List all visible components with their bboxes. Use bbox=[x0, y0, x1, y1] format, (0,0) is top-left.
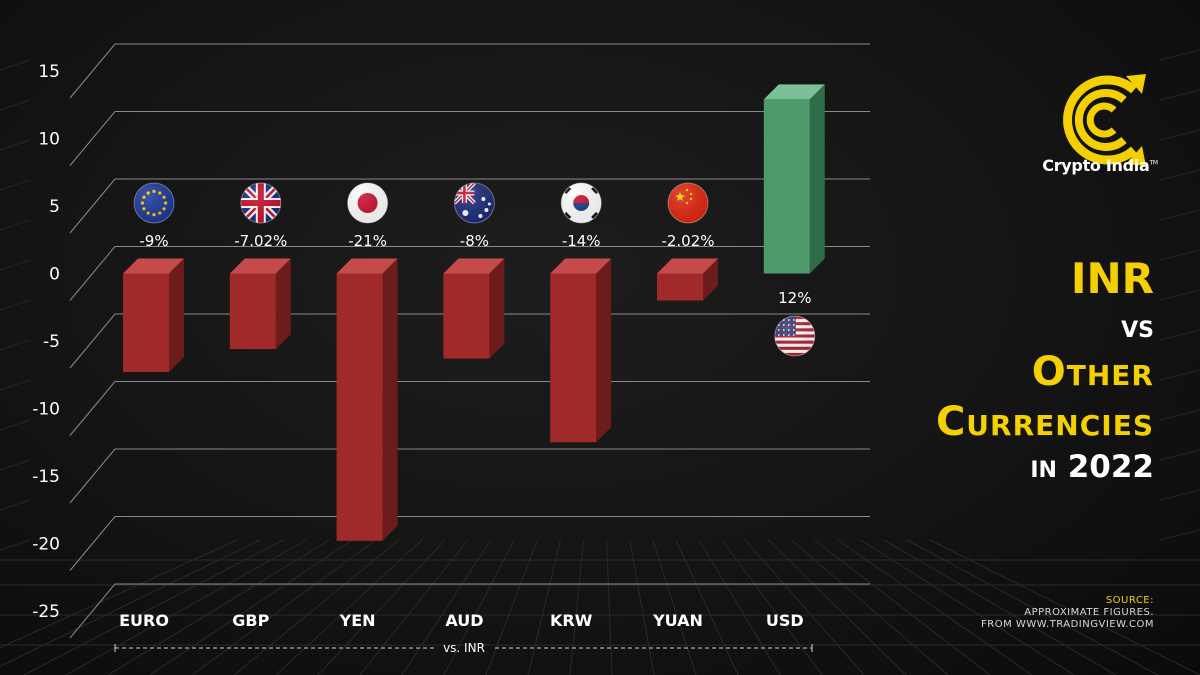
data-label: -8% bbox=[460, 232, 489, 250]
x-axis-note: vs. INR bbox=[114, 641, 813, 655]
gridline bbox=[69, 583, 870, 639]
data-label: 12% bbox=[778, 289, 811, 307]
x-axis-note-text: vs. INR bbox=[443, 641, 485, 655]
eu-flag-icon bbox=[133, 182, 175, 224]
data-labels: -9% -7.02% -21% -8% -14% -2.02% 12% bbox=[139, 232, 811, 307]
gridline bbox=[69, 516, 870, 571]
source-label: SOURCE: bbox=[1105, 595, 1154, 606]
bar-yuan bbox=[657, 258, 718, 301]
bar-gbp bbox=[229, 258, 291, 350]
x-category-label: USD bbox=[766, 611, 804, 630]
uk-flag-icon bbox=[240, 182, 282, 224]
data-label: -2.02% bbox=[661, 232, 714, 250]
data-label: -14% bbox=[562, 232, 601, 250]
x-axis-categories: EURO GBP YEN AUD KRW YUAN USD bbox=[119, 611, 804, 630]
gridline bbox=[69, 111, 870, 166]
data-label: -9% bbox=[139, 232, 168, 250]
bar-aud bbox=[443, 258, 505, 359]
china-flag-icon bbox=[667, 182, 709, 224]
y-tick-label: 15 bbox=[38, 62, 60, 82]
y-axis-ticks: 15 10 5 0 -5 -10 -15 -20 -25 bbox=[32, 62, 60, 622]
x-category-label: GBP bbox=[232, 611, 269, 630]
y-tick-label: -10 bbox=[32, 400, 60, 420]
south-korea-flag-icon bbox=[560, 182, 602, 224]
brand-name: Crypto IndiaTM bbox=[1042, 156, 1158, 175]
bar-krw bbox=[550, 258, 612, 443]
source-line-2: FROM WWW.TRADINGVIEW.COM bbox=[981, 619, 1154, 630]
crypto-india-logo-icon bbox=[1063, 74, 1146, 166]
title-line-year: in 2022 bbox=[1030, 449, 1154, 485]
gridline bbox=[69, 313, 870, 369]
title-line-vs: vs bbox=[1121, 307, 1154, 345]
y-tick-label: 5 bbox=[49, 197, 60, 217]
title-line-currencies: Currencies bbox=[935, 399, 1154, 445]
gridline bbox=[69, 381, 870, 436]
y-tick-label: 0 bbox=[49, 265, 60, 285]
gridline bbox=[69, 43, 870, 99]
gridline bbox=[69, 448, 870, 504]
usa-flag-icon bbox=[774, 315, 816, 357]
source-line-1: APPROXIMATE FIGURES. bbox=[1024, 607, 1154, 618]
x-category-label: EURO bbox=[119, 611, 169, 630]
title-line-other: Other bbox=[1031, 349, 1154, 395]
y-tick-label: -15 bbox=[32, 467, 60, 487]
title-line-inr: INR bbox=[1070, 254, 1154, 303]
background-grid bbox=[0, 49, 1200, 675]
gridlines bbox=[69, 43, 870, 639]
y-tick-label: -25 bbox=[32, 602, 60, 622]
australia-flag-icon bbox=[453, 182, 495, 224]
data-label: -7.02% bbox=[234, 232, 287, 250]
x-category-label: KRW bbox=[550, 611, 593, 630]
bar-euro bbox=[123, 258, 184, 373]
bar-usd bbox=[763, 84, 825, 274]
y-tick-label: -5 bbox=[43, 332, 60, 352]
bars bbox=[123, 84, 825, 541]
source-note: SOURCE: APPROXIMATE FIGURES. FROM WWW.TR… bbox=[981, 595, 1154, 631]
x-category-label: AUD bbox=[445, 611, 483, 630]
bar-yen bbox=[336, 258, 398, 541]
flags bbox=[133, 182, 816, 357]
gridline bbox=[69, 178, 870, 234]
x-category-label: YEN bbox=[339, 611, 376, 630]
x-category-label: YUAN bbox=[652, 611, 703, 630]
japan-flag-icon bbox=[347, 182, 389, 224]
gridline bbox=[69, 246, 870, 301]
y-tick-label: 10 bbox=[38, 130, 60, 150]
data-label: -21% bbox=[348, 232, 387, 250]
infographic-title: INR vs Other Currencies in 2022 bbox=[936, 258, 1154, 493]
y-tick-label: -20 bbox=[32, 535, 60, 555]
